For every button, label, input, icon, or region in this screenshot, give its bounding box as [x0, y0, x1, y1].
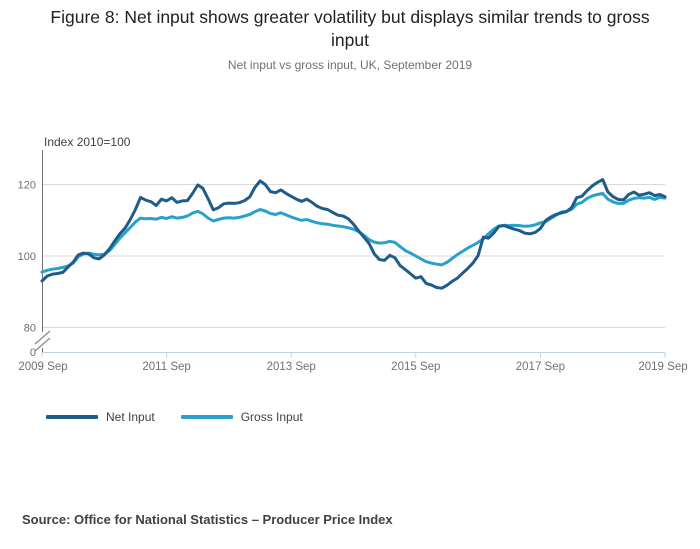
y-tick-label: 120 — [18, 180, 36, 192]
x-tick-label: 2017 Sep — [516, 361, 565, 373]
line-chart: Index 2010=100 120 100 — [18, 135, 688, 373]
y-tick-label: 80 — [24, 323, 36, 335]
axis-break-icon — [34, 330, 51, 352]
legend: Net Input Gross Input — [46, 408, 329, 426]
legend-item-net-input: Net Input — [46, 410, 155, 424]
chart-title: Figure 8: Net input shows greater volati… — [50, 7, 650, 50]
chart-subtitle: Net input vs gross input, UK, September … — [227, 58, 473, 72]
legend-item-gross-input: Gross Input — [180, 410, 303, 424]
source-text: Source: Office for National Statistics –… — [22, 512, 393, 527]
x-tick-label: 2011 Sep — [142, 361, 190, 373]
x-tick-label: 2009 Sep — [18, 361, 67, 373]
x-axis — [41, 352, 666, 358]
y-tick-label: 0 — [30, 347, 36, 359]
legend-label-gross-input: Gross Input — [240, 410, 303, 424]
legend-label-net-input: Net Input — [106, 410, 155, 424]
net-input-line — [40, 178, 667, 290]
gridlines — [42, 184, 665, 328]
x-tick-label: 2013 Sep — [267, 361, 316, 373]
y-tick-label: 100 — [18, 251, 36, 263]
net-input-swatch — [46, 415, 98, 419]
x-tick-label: 2015 Sep — [391, 361, 440, 373]
gross-input-swatch — [180, 415, 233, 419]
y-axis-unit-label: Index 2010=100 — [44, 135, 131, 149]
x-tick-label: 2019 Sep — [638, 361, 687, 373]
